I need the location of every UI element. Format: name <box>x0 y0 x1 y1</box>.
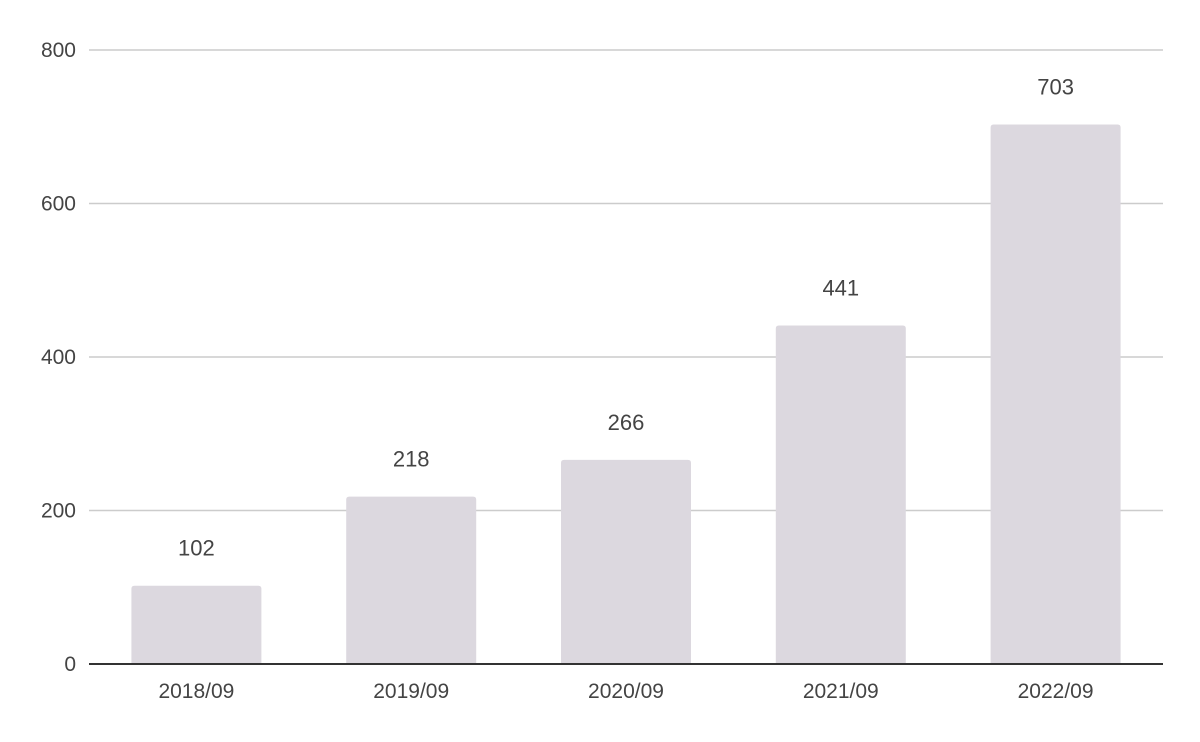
data-label: 102 <box>178 536 215 561</box>
x-category-label: 2020/09 <box>588 680 664 703</box>
x-category-label: 2019/09 <box>373 680 449 703</box>
y-tick-label: 0 <box>64 653 76 676</box>
x-category-label: 2022/09 <box>1018 680 1094 703</box>
y-tick-label: 600 <box>41 193 76 216</box>
bars <box>131 124 1121 664</box>
bar-2019-09 <box>346 496 477 664</box>
bar-2022-09 <box>990 124 1121 664</box>
y-tick-label: 800 <box>41 39 76 62</box>
x-category-label: 2018/09 <box>158 680 234 703</box>
x-category-label: 2021/09 <box>803 680 879 703</box>
bar-2020-09 <box>561 459 691 664</box>
y-axis-ticks: 0 200 400 600 800 <box>41 39 76 676</box>
data-label: 703 <box>1037 74 1074 99</box>
y-tick-label: 400 <box>41 346 76 369</box>
bar-2021-09 <box>775 325 906 664</box>
data-label: 266 <box>608 410 645 435</box>
data-label: 441 <box>822 276 859 301</box>
data-labels: 102 218 266 441 703 <box>178 74 1074 560</box>
x-axis-categories: 2018/09 2019/09 2020/09 2021/09 2022/09 <box>158 680 1093 703</box>
data-label: 218 <box>393 447 430 472</box>
bar-2018-09 <box>131 585 262 664</box>
y-tick-label: 200 <box>41 500 76 523</box>
